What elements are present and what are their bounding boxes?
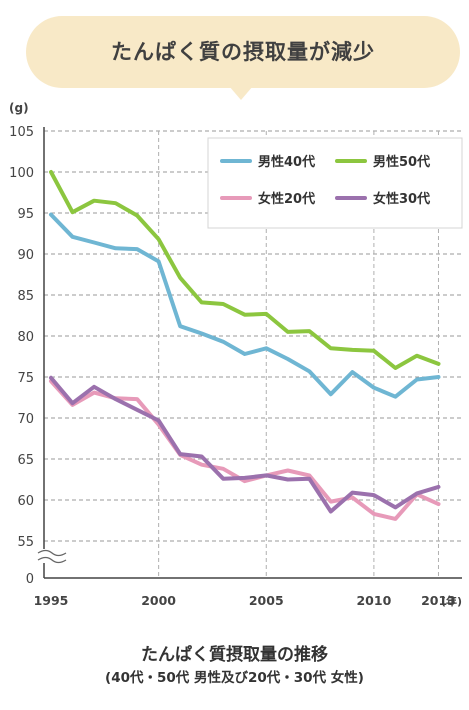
series-line-1 [49,170,441,370]
series-line-0 [49,212,441,399]
x-tick-label: 2005 [249,593,284,608]
legend-label: 男性40代 [258,154,315,170]
y-tick-label: 85 [17,289,34,304]
axis-break-line [37,549,67,557]
y-tick-label: 95 [17,207,34,222]
title-bubble [26,16,460,88]
y-tick-label: 70 [17,412,34,427]
y-tick-label: 100 [9,166,34,181]
series-lines [49,170,441,521]
axis-break-gap [39,549,65,563]
x-tick-label: 2000 [141,593,176,608]
chart-caption-subtitle: (40代・50代 男性及び20代・30代 女性) [105,670,364,686]
x-tick-label: 1995 [34,593,69,608]
y-tick-label: 80 [17,330,34,345]
line-chart: (g) 0 55 60 65 70 75 80 85 90 95 100 105 1995 2000 200… [9,101,463,608]
x-tick-label: 2010 [356,593,391,608]
y-tick-label: 55 [17,535,34,550]
series-line-3 [49,375,441,514]
axis-break [37,549,67,564]
y-tick-label: 90 [17,248,34,263]
y-tick-label: 105 [9,125,34,140]
x-axis-unit-label: (年) [441,594,462,608]
legend-label: 男性50代 [373,154,430,170]
y-tick-label: 75 [17,371,34,386]
y-tick-label: 65 [17,453,34,468]
y-tick-label: 60 [17,494,34,509]
title-bubble-tail [229,86,253,100]
y-axis-unit-label: (g) [9,101,29,115]
y-tick-label: 0 [26,572,34,587]
x-tick-label: 2013 [421,593,456,608]
legend-box [207,137,463,229]
legend-label: 女性30代 [373,191,430,207]
axis-layer: 0 55 60 65 70 75 80 85 90 95 100 105 1995 2000 2005 201… [9,125,462,608]
chart-title: たんぱく質の摂取量が減少 [111,40,375,64]
chart-caption: たんぱく質摂取量の推移 [141,645,328,665]
legend-label: 女性20代 [258,191,315,207]
axis-break-line [37,556,67,564]
